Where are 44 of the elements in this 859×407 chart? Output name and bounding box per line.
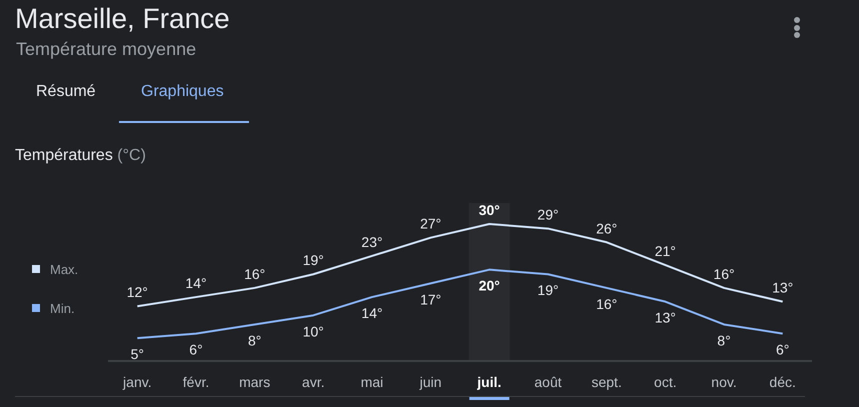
x-tick-label: mars — [239, 374, 270, 390]
data-label: 19° — [302, 252, 324, 268]
x-tick-label: avr. — [302, 374, 325, 390]
data-label: 30° — [478, 202, 500, 218]
data-label: 20° — [478, 278, 500, 294]
chart-subtitle: Température moyenne — [16, 39, 196, 60]
data-label: 21° — [654, 243, 676, 260]
x-tick-label: janv. — [122, 374, 152, 390]
data-label: 6° — [776, 342, 790, 358]
data-label: 23° — [361, 234, 383, 250]
data-label: 13° — [772, 280, 794, 296]
data-label: 14° — [361, 305, 383, 322]
data-label: 29° — [537, 206, 559, 223]
data-label: 8° — [717, 332, 731, 348]
data-label: 6° — [189, 342, 203, 358]
chart-title: Marseille, France — [15, 3, 230, 35]
text: Températures — [15, 147, 113, 164]
data-label: 19° — [537, 282, 559, 298]
data-label: 16° — [713, 266, 735, 282]
data-label: 26° — [596, 220, 618, 236]
x-tick-label: oct. — [654, 374, 677, 390]
x-tick-label: sept. — [591, 374, 622, 390]
data-label: 27° — [420, 216, 442, 232]
data-label: 10° — [302, 323, 324, 340]
data-label: 17° — [420, 291, 442, 308]
text: (°C) — [117, 147, 146, 164]
data-label: 16° — [596, 296, 618, 312]
x-tick-label: juin — [418, 374, 442, 390]
legend-label: Max. — [50, 262, 78, 276]
data-label: 5° — [130, 346, 144, 362]
x-tick-label: nov. — [711, 374, 737, 390]
text: Graphiques — [141, 83, 224, 101]
data-label: 8° — [248, 332, 262, 348]
data-label: 12° — [126, 284, 148, 300]
legend-label: Min. — [50, 300, 75, 316]
data-label: 14° — [185, 275, 207, 292]
x-tick-label: août — [534, 374, 562, 390]
x-tick-label: juil. — [476, 374, 502, 390]
x-tick-label: déc. — [769, 374, 796, 390]
data-label: 13° — [654, 310, 676, 326]
x-tick-label: mai — [360, 374, 384, 390]
x-tick-label: févr. — [182, 374, 210, 390]
data-label: 16° — [244, 266, 266, 282]
text: Résumé — [36, 83, 96, 101]
